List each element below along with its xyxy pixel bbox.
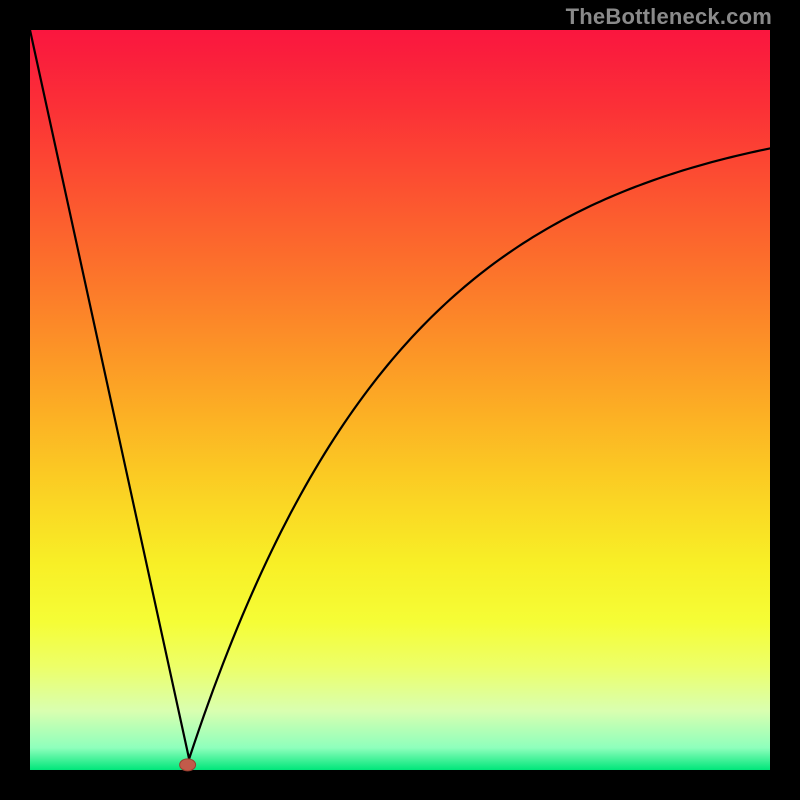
chart-svg xyxy=(0,0,800,800)
watermark-text: TheBottleneck.com xyxy=(566,4,772,30)
curve-min-marker xyxy=(180,759,196,771)
plot-background xyxy=(30,30,770,770)
